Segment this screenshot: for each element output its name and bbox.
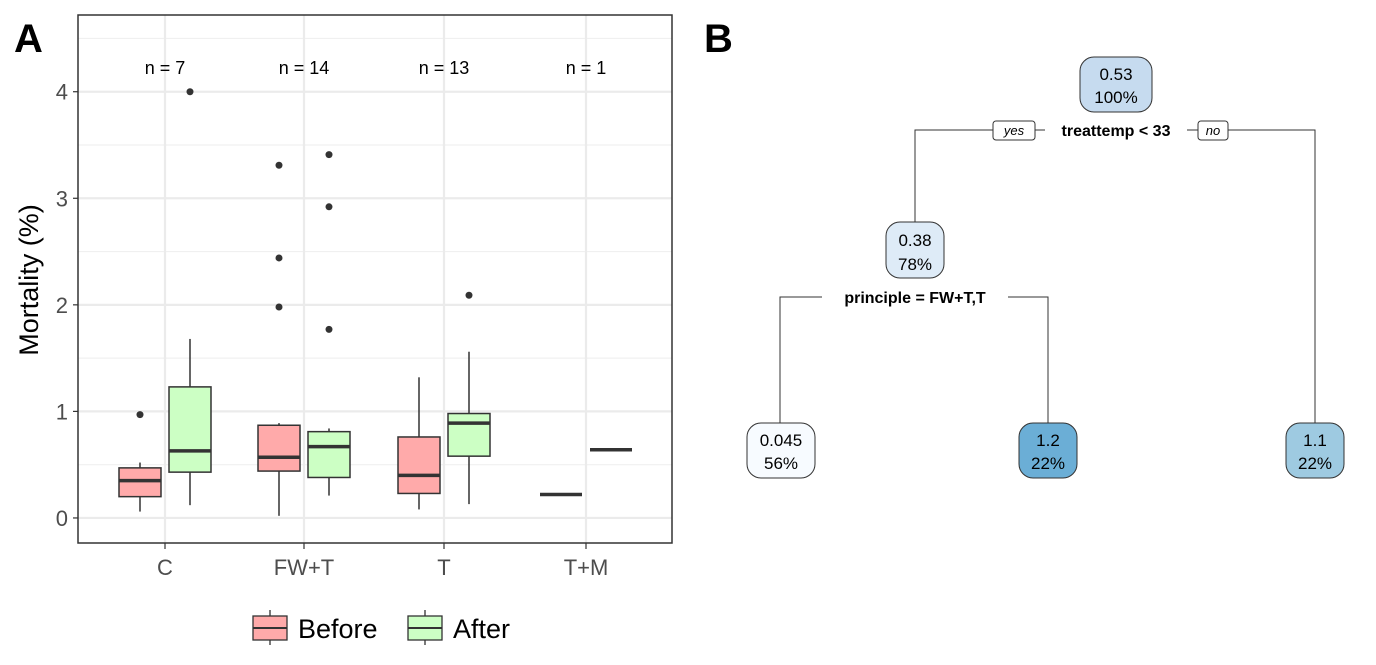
- box: [168, 386, 212, 473]
- y-axis-title: Mortality (%): [14, 204, 44, 356]
- outlier-point: [275, 303, 283, 311]
- n-label: n = 13: [419, 58, 470, 78]
- x-tick-label: C: [157, 555, 173, 580]
- node-value: 0.045: [760, 431, 803, 450]
- edge-node2-left: [779, 296, 822, 423]
- node-value: 1.2: [1036, 431, 1060, 450]
- y-tick-label: 2: [56, 293, 68, 318]
- y-tick-label: 0: [56, 506, 68, 531]
- tree-leaf: 0.045 56%: [746, 422, 816, 479]
- tree-node-root: 0.53 100%: [1079, 56, 1153, 113]
- box: [397, 436, 441, 495]
- box: [307, 430, 351, 479]
- node-percent: 22%: [1298, 454, 1332, 473]
- outlier-point: [325, 203, 333, 211]
- outlier-point: [275, 254, 283, 262]
- outlier-point: [325, 325, 333, 333]
- tree-edges: [779, 129, 1316, 423]
- node-value: 0.53: [1099, 65, 1132, 84]
- panel-b-label: B: [704, 17, 733, 61]
- tree-leaf: 1.1 22%: [1285, 422, 1345, 479]
- box: [257, 424, 301, 472]
- outlier-point: [136, 411, 144, 419]
- n-label: n = 7: [145, 58, 186, 78]
- x-tick-label: FW+T: [274, 555, 335, 580]
- outlier-point: [186, 88, 194, 96]
- boxplot-panel: 0 1 2 3 4 Cn = 7 FW+T n = 14 Tn = 13 T+M n = 1 Mort…: [14, 14, 673, 645]
- split1-label: treattemp < 33: [1062, 123, 1171, 140]
- outlier-point: [275, 161, 283, 169]
- plot-background: [78, 15, 672, 543]
- plot-border: [77, 14, 673, 544]
- node-value: 1.1: [1303, 431, 1327, 450]
- node-value: 0.38: [898, 231, 931, 250]
- legend-label: After: [453, 614, 510, 644]
- edge-root-left: [914, 129, 993, 222]
- node-percent: 56%: [764, 454, 798, 473]
- node-percent: 100%: [1094, 88, 1137, 107]
- box: [447, 412, 491, 457]
- edge-node2-right: [1008, 296, 1049, 423]
- n-label: n = 14: [279, 58, 330, 78]
- edge-root-right: [1228, 129, 1316, 423]
- x-tick-label: T: [437, 555, 450, 580]
- panel-a-label: A: [14, 17, 43, 61]
- outlier-point: [325, 151, 333, 159]
- no-label: no: [1206, 123, 1220, 138]
- outlier-point: [465, 291, 473, 299]
- node-percent: 22%: [1031, 454, 1065, 473]
- y-tick-label: 1: [56, 399, 68, 424]
- split-yes-badge: yes: [992, 120, 1036, 141]
- legend-label: Before: [298, 614, 378, 644]
- split2-label: principle = FW+T,T: [844, 290, 986, 307]
- tree-node-2: 0.38 78%: [885, 221, 945, 279]
- y-tick-label: 4: [56, 80, 68, 105]
- split-no-badge: no: [1197, 120, 1229, 141]
- yes-label: yes: [1003, 123, 1025, 138]
- x-tick-label: T+M: [564, 555, 609, 580]
- node-percent: 78%: [898, 255, 932, 274]
- decision-tree: 0.53 100% yes treattemp < 33 no 0.38 78%…: [746, 56, 1345, 479]
- n-label: n = 1: [566, 58, 607, 78]
- tree-leaf: 1.2 22%: [1018, 422, 1078, 479]
- y-tick-label: 3: [56, 186, 68, 211]
